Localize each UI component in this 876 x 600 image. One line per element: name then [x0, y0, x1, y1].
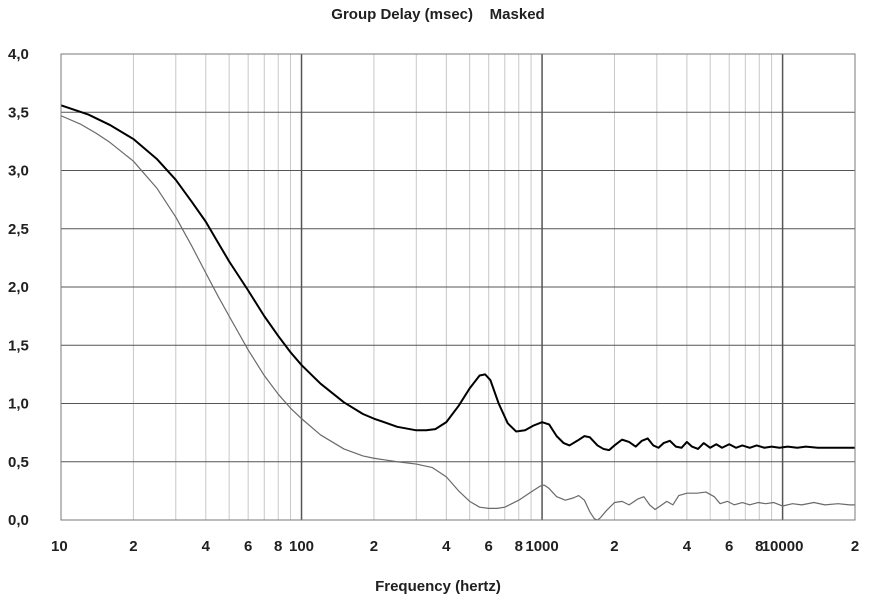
y-tick-label: 2,5	[8, 221, 29, 238]
x-tick-label: 8	[515, 538, 523, 555]
y-tick-label: 0,0	[8, 512, 29, 529]
x-tick-label: 2	[610, 538, 618, 555]
x-tick-label: 4	[442, 538, 451, 555]
y-tick-label: 1,0	[8, 396, 29, 413]
y-tick-label: 4,0	[8, 46, 29, 63]
x-axis-label: Frequency (hertz)	[375, 578, 501, 595]
series-group	[60, 104, 855, 521]
x-tick-label: 6	[485, 538, 493, 555]
grid-lines	[61, 54, 855, 520]
series-line-1	[60, 104, 855, 452]
y-tick-label: 0,5	[8, 454, 29, 471]
y-tick-label: 3,0	[8, 163, 29, 180]
x-tick-label: 10	[51, 538, 68, 555]
chart-title: Group Delay (msec) Masked	[331, 6, 545, 23]
y-tick-label: 3,5	[8, 104, 29, 121]
series-line-2	[60, 115, 855, 521]
y-axis-ticks: 0,0 0,5 1,0 1,5 2,0 2,5 3,0 3,5 4,0	[8, 46, 29, 529]
x-tick-label: 1000	[525, 538, 558, 555]
x-tick-label: 2	[370, 538, 378, 555]
x-tick-label: 2	[129, 538, 137, 555]
x-tick-label: 100	[289, 538, 314, 555]
x-tick-label: 6	[244, 538, 252, 555]
x-tick-label: 2	[851, 538, 859, 555]
x-tick-label: 10000	[762, 538, 804, 555]
x-tick-label: 4	[683, 538, 692, 555]
y-tick-label: 1,5	[8, 337, 29, 354]
y-tick-label: 2,0	[8, 279, 29, 296]
x-tick-label: 6	[725, 538, 733, 555]
x-tick-label: 8	[755, 538, 763, 555]
x-tick-label: 8	[274, 538, 282, 555]
x-tick-label: 4	[202, 538, 211, 555]
plot-frame	[60, 53, 856, 521]
